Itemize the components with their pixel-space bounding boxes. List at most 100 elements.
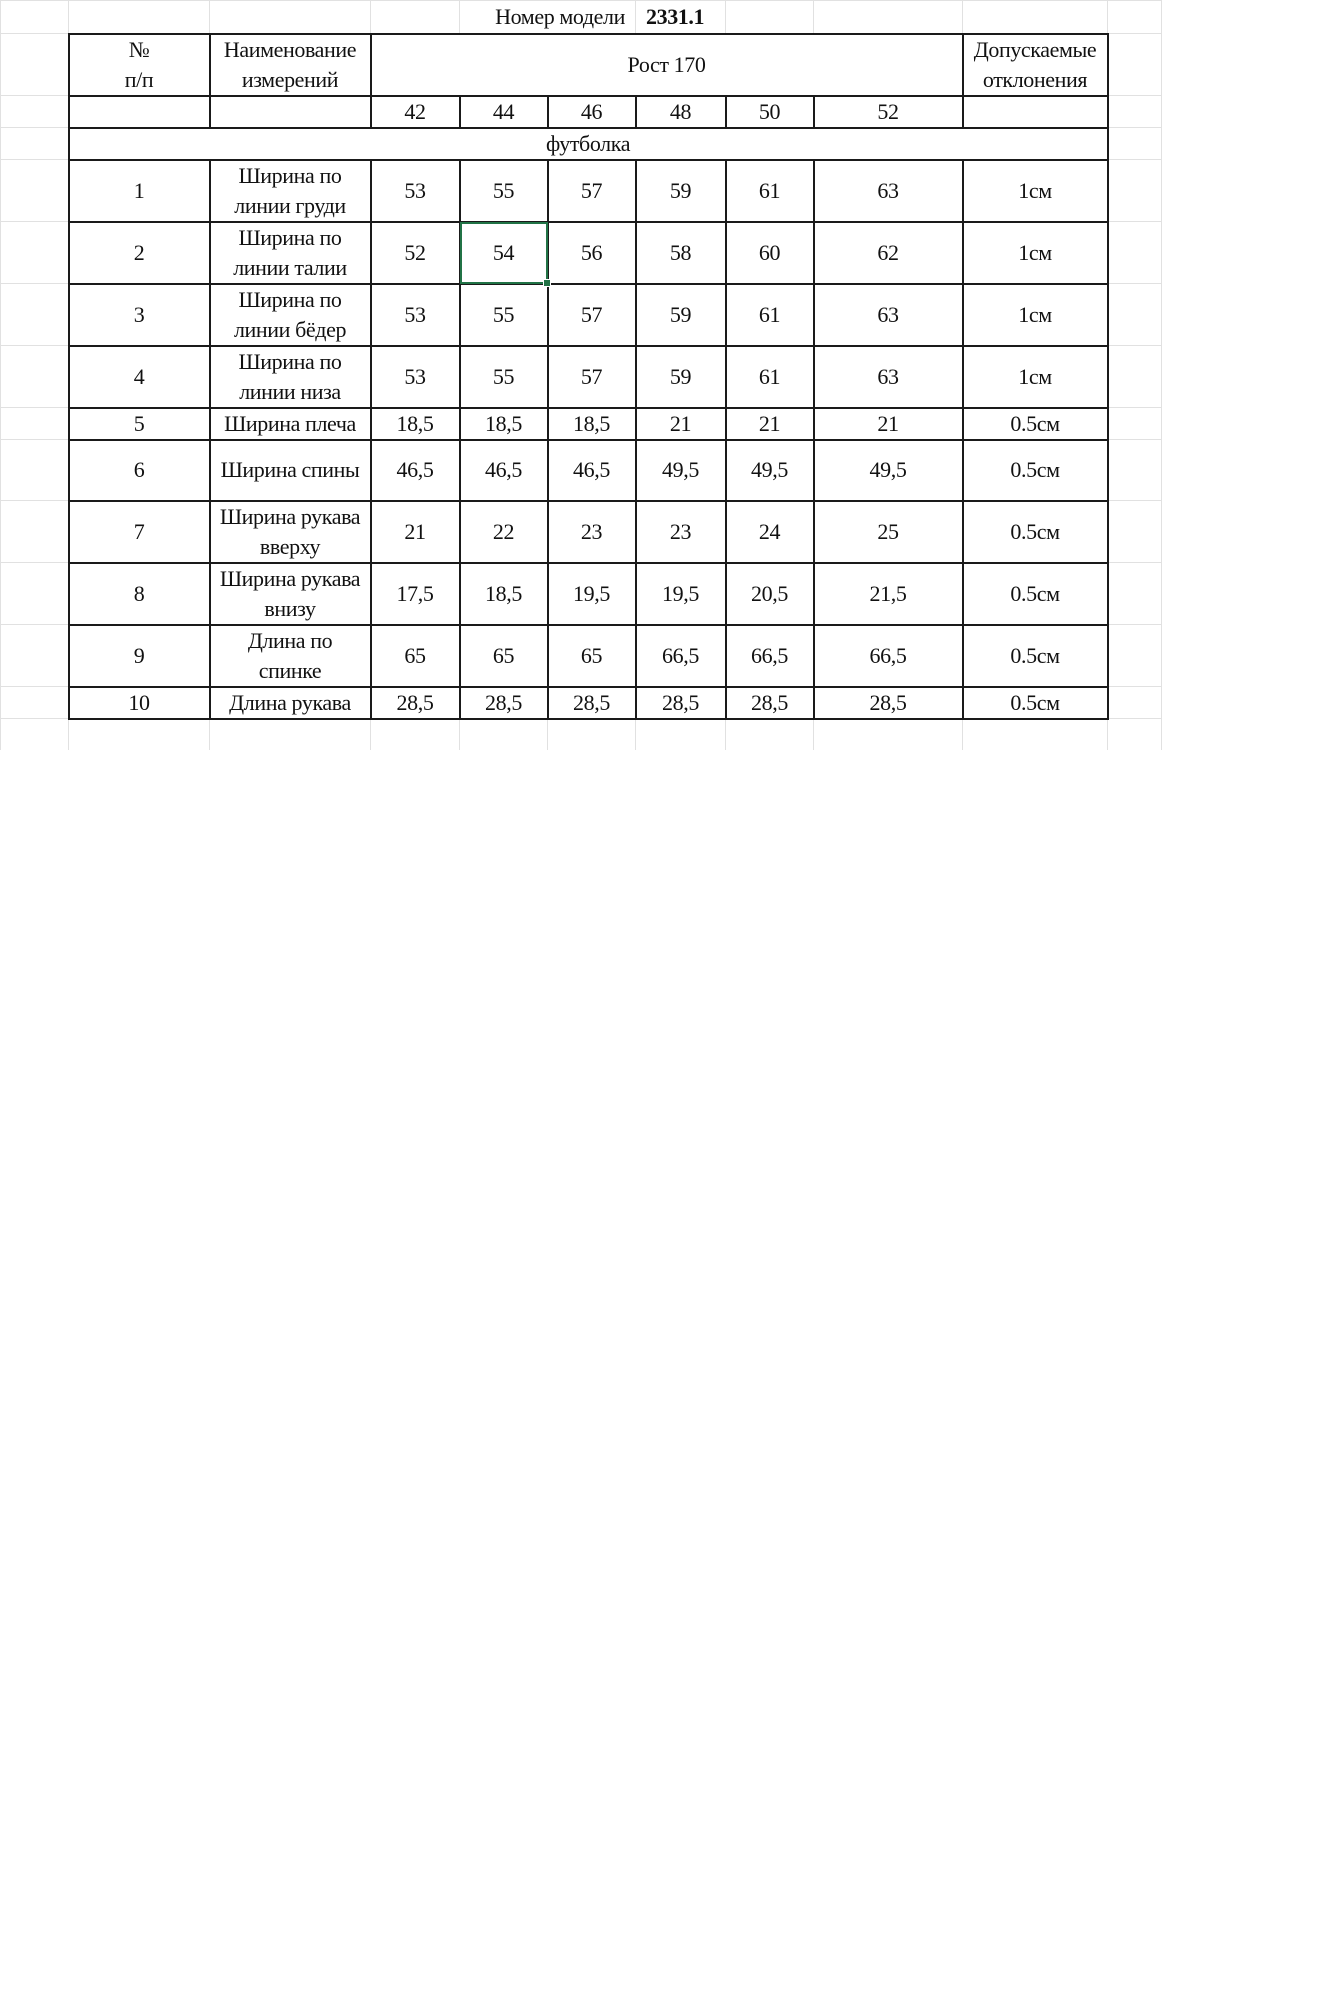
cell[interactable]	[547, 718, 636, 750]
cell[interactable]	[1107, 33, 1162, 96]
cell[interactable]	[0, 439, 69, 501]
tolerance-cell[interactable]: 1см	[961, 282, 1109, 347]
cell[interactable]	[68, 718, 210, 750]
size-cell[interactable]: 42	[369, 94, 461, 129]
section-title[interactable]: футболка	[67, 126, 1109, 161]
cell[interactable]	[370, 0, 460, 34]
cell[interactable]	[725, 718, 814, 750]
value-cell[interactable]: 22	[458, 499, 549, 564]
tolerance-cell[interactable]: 1см	[961, 220, 1109, 285]
measurement-name[interactable]: Длина рукава	[208, 685, 372, 720]
value-cell[interactable]: 55	[458, 158, 549, 223]
value-cell[interactable]: 59	[634, 158, 727, 223]
selected-cell[interactable]: 54	[458, 220, 551, 287]
tolerance-cell[interactable]: 0.5см	[961, 623, 1109, 688]
value-cell[interactable]: 23	[546, 499, 637, 564]
tolerance-cell[interactable]: 0.5см	[961, 499, 1109, 564]
cell[interactable]	[1107, 500, 1162, 563]
cell[interactable]	[68, 0, 210, 34]
cell[interactable]	[725, 0, 814, 34]
cell[interactable]	[0, 283, 69, 346]
value-cell[interactable]: 56	[546, 220, 637, 285]
value-cell[interactable]: 66,5	[634, 623, 727, 688]
value-cell[interactable]: 46,5	[546, 438, 637, 502]
tolerance-cell[interactable]: 1см	[961, 158, 1109, 223]
measurement-name[interactable]: Ширина рукава вверху	[208, 499, 372, 564]
value-cell[interactable]: 28,5	[724, 685, 815, 720]
value-cell[interactable]: 63	[812, 158, 964, 223]
value-cell[interactable]: 21	[634, 406, 727, 441]
cell[interactable]	[635, 718, 726, 750]
cell[interactable]	[67, 94, 211, 129]
cell[interactable]	[1107, 159, 1162, 222]
tolerance-cell[interactable]: 0.5см	[961, 438, 1109, 502]
measurement-name[interactable]: Длина по спинке	[208, 623, 372, 688]
value-cell[interactable]: 28,5	[634, 685, 727, 720]
value-cell[interactable]: 49,5	[724, 438, 815, 502]
value-cell[interactable]: 55	[458, 282, 549, 347]
value-cell[interactable]: 28,5	[369, 685, 461, 720]
cell[interactable]	[1107, 718, 1162, 750]
value-cell[interactable]: 61	[724, 158, 815, 223]
cell[interactable]	[1107, 345, 1162, 408]
value-cell[interactable]: 25	[812, 499, 964, 564]
value-cell[interactable]: 57	[546, 158, 637, 223]
value-cell[interactable]: 58	[634, 220, 727, 285]
row-number[interactable]: 3	[67, 282, 211, 347]
row-number[interactable]: 8	[67, 561, 211, 626]
cell[interactable]	[209, 718, 371, 750]
cell[interactable]	[1107, 127, 1162, 160]
cell[interactable]	[459, 718, 548, 750]
value-cell[interactable]: 57	[546, 282, 637, 347]
cell[interactable]	[370, 718, 460, 750]
value-cell[interactable]: 66,5	[812, 623, 964, 688]
value-cell[interactable]: 20,5	[724, 561, 815, 626]
cell[interactable]	[1107, 221, 1162, 284]
value-cell[interactable]: 59	[634, 344, 727, 409]
value-cell[interactable]: 62	[812, 220, 964, 285]
value-cell[interactable]: 53	[369, 158, 461, 223]
value-cell[interactable]: 49,5	[812, 438, 964, 502]
value-cell[interactable]: 19,5	[546, 561, 637, 626]
value-cell[interactable]: 65	[369, 623, 461, 688]
value-cell[interactable]: 18,5	[458, 406, 549, 441]
cell[interactable]	[0, 500, 69, 563]
measurement-name[interactable]: Ширина спины	[208, 438, 372, 502]
value-cell[interactable]: 18,5	[369, 406, 461, 441]
value-cell[interactable]: 57	[546, 344, 637, 409]
cell[interactable]	[0, 95, 69, 128]
row-number[interactable]: 4	[67, 344, 211, 409]
value-cell[interactable]: 24	[724, 499, 815, 564]
value-cell[interactable]: 46,5	[369, 438, 461, 502]
cell[interactable]	[0, 159, 69, 222]
header-height[interactable]: Рост 170	[369, 32, 964, 97]
cell[interactable]	[1107, 283, 1162, 346]
model-number[interactable]: 2331.1	[635, 0, 726, 34]
value-cell[interactable]: 53	[369, 282, 461, 347]
cell[interactable]	[813, 718, 963, 750]
cell[interactable]	[0, 221, 69, 284]
value-cell[interactable]: 17,5	[369, 561, 461, 626]
cell[interactable]	[962, 718, 1108, 750]
cell[interactable]	[962, 0, 1108, 34]
value-cell[interactable]: 63	[812, 282, 964, 347]
value-cell[interactable]: 61	[724, 344, 815, 409]
measurement-name[interactable]: Ширина по линии бёдер	[208, 282, 372, 347]
header-name[interactable]: Наименование измерений	[208, 32, 372, 97]
value-cell[interactable]: 55	[458, 344, 549, 409]
value-cell[interactable]: 21	[812, 406, 964, 441]
value-cell[interactable]: 21,5	[812, 561, 964, 626]
cell[interactable]	[0, 127, 69, 160]
value-cell[interactable]: 28,5	[812, 685, 964, 720]
tolerance-cell[interactable]: 0.5см	[961, 406, 1109, 441]
value-cell[interactable]: 18,5	[458, 561, 549, 626]
cell[interactable]	[1107, 686, 1162, 719]
cell[interactable]	[1107, 439, 1162, 501]
tolerance-cell[interactable]: 0.5см	[961, 561, 1109, 626]
row-number[interactable]: 9	[67, 623, 211, 688]
cell[interactable]	[1107, 407, 1162, 440]
measurement-name[interactable]: Ширина по линии талии	[208, 220, 372, 285]
value-cell[interactable]: 49,5	[634, 438, 727, 502]
size-cell[interactable]: 48	[634, 94, 727, 129]
row-number[interactable]: 6	[67, 438, 211, 502]
